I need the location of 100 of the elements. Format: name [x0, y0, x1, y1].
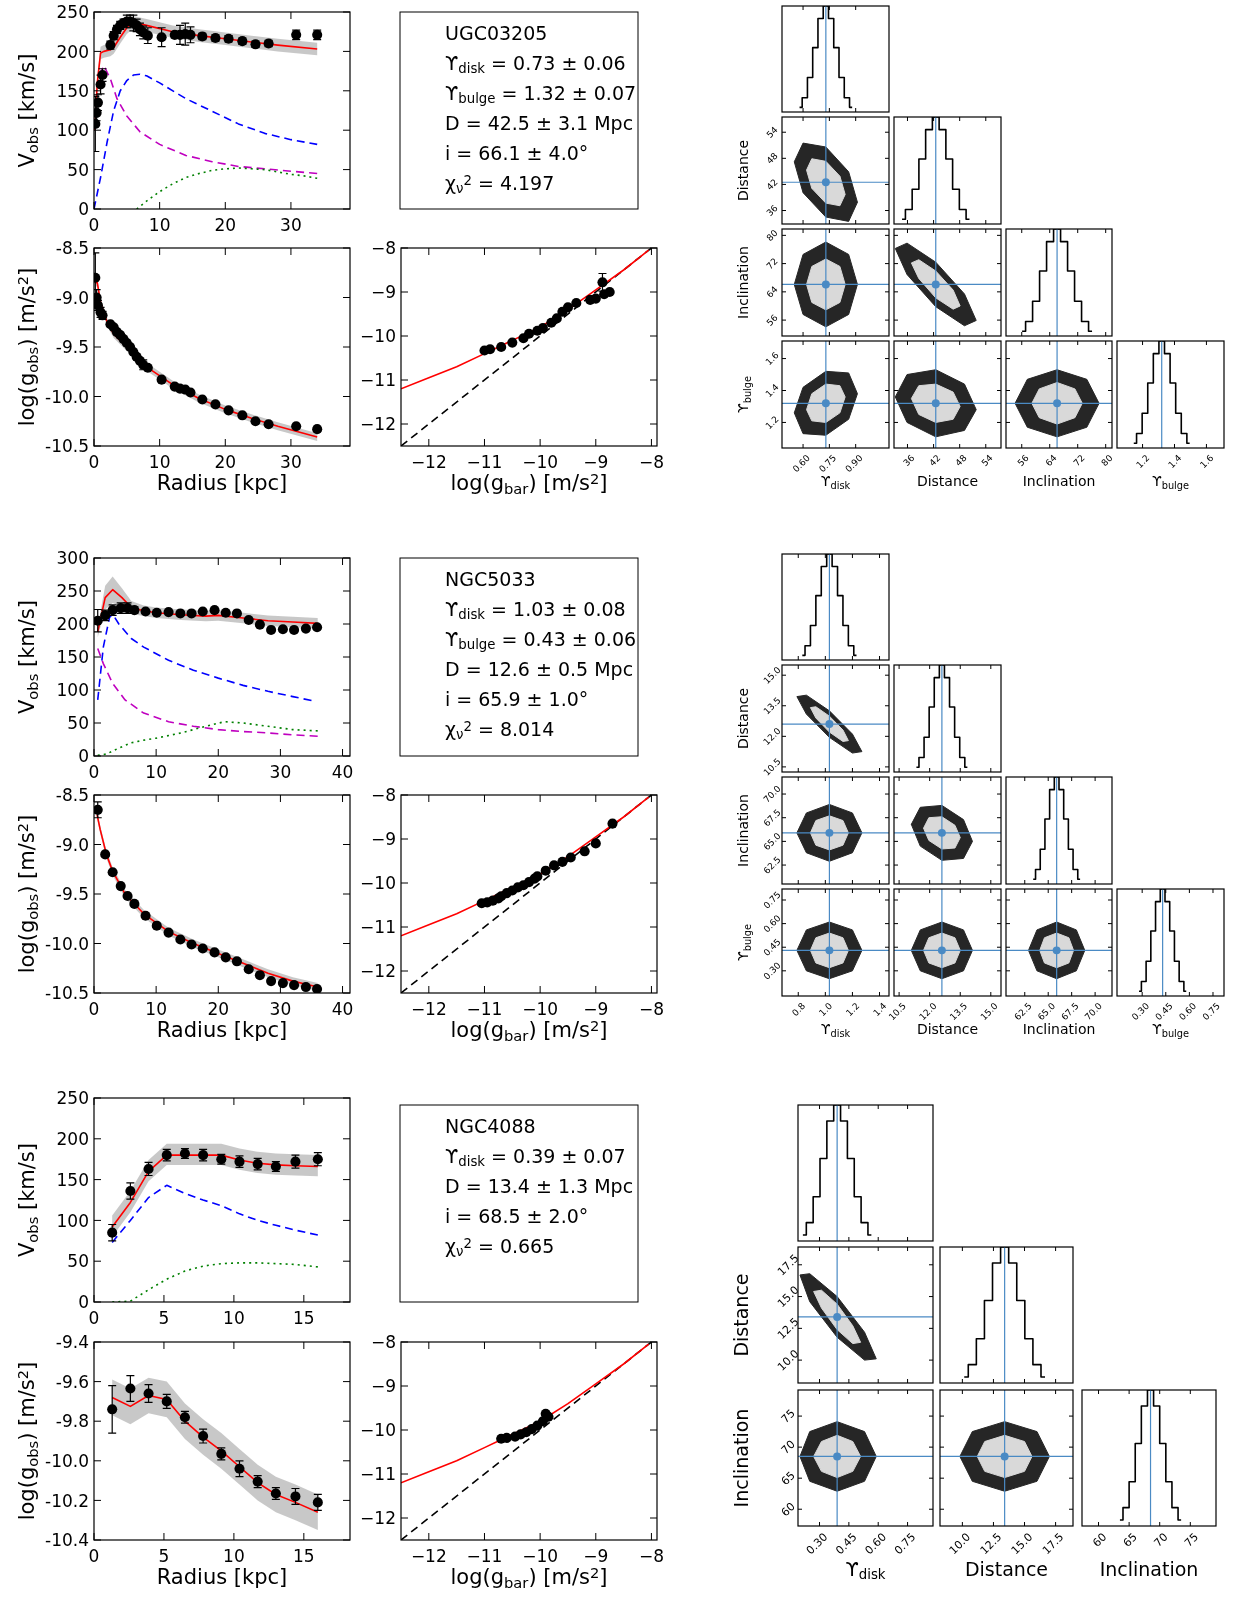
x-axis-title: log(g$_{bar}$) [m/s$^{2}$]	[450, 470, 608, 497]
y-tick-label: 100	[56, 1210, 89, 1231]
x-tick-label: 75	[1181, 1530, 1202, 1550]
y-tick-label: -10.0	[45, 933, 89, 954]
y-tick-label: 200	[56, 1128, 89, 1149]
y-tick-label: 64	[764, 284, 780, 300]
text: D = 42.5 ± 3.1 Mpc	[445, 112, 634, 134]
x-tick-label: 56	[1015, 452, 1031, 469]
text: χ$_{ν}$$^{2}$ = 4.197	[445, 172, 555, 197]
text: NGC5033	[445, 568, 536, 590]
y-tick-label: 50	[67, 159, 89, 180]
x-tick-label: −8	[638, 452, 664, 472]
x-tick-label: −12	[410, 1546, 447, 1566]
y-tick-label: −11	[360, 917, 396, 938]
x-tick-label: −8	[638, 1546, 664, 1566]
y-tick-label: 0	[78, 1292, 89, 1313]
x-tick-label: 1.4	[1166, 452, 1184, 471]
y-tick-label: −11	[360, 370, 396, 391]
x-tick-label: −9	[583, 1546, 609, 1566]
x-tick-label: −10	[522, 1546, 559, 1566]
y-tick-label: -9.0	[55, 834, 89, 855]
x-tick-label: 65	[1120, 1530, 1140, 1550]
y-tick-label: 48	[764, 150, 780, 167]
x-tick-label: −11	[466, 1546, 503, 1566]
x-axis-title: ϒ$_{bulge}$	[1151, 1021, 1190, 1039]
y-tick-label: −10	[360, 326, 396, 347]
text: ϒ$_{bulge}$ = 0.43 ± 0.06	[445, 628, 637, 653]
text: ϒ$_{disk}$ = 1.03 ± 0.08	[445, 598, 626, 623]
x-tick-label: 10	[148, 215, 171, 235]
y-tick-label: −9	[370, 829, 396, 850]
text: ϒ$_{disk}$ = 0.39 ± 0.07	[445, 1145, 626, 1170]
x-tick-label: 72	[1071, 452, 1087, 469]
y-tick-label: 150	[56, 80, 89, 101]
text: i = 65.9 ± 1.0°	[445, 688, 589, 710]
x-tick-label: −12	[410, 999, 447, 1019]
x-axis-title: Inclination	[1099, 1558, 1199, 1580]
x-tick-label: 54	[979, 452, 995, 469]
x-tick-label: 15	[293, 1308, 315, 1328]
y-tick-label: -10.2	[45, 1490, 89, 1511]
x-axis-title: log(g$_{bar}$) [m/s$^{2}$]	[450, 1017, 608, 1044]
y-tick-label: 100	[56, 120, 89, 141]
y-tick-label: −11	[360, 1464, 396, 1485]
x-tick-label: 1.2	[844, 1000, 862, 1019]
x-tick-label: 30	[269, 999, 292, 1019]
x-axis-title: Radius [kpc]	[156, 471, 288, 495]
y-tick-label: 50	[67, 713, 89, 734]
y-tick-label: 72	[764, 256, 780, 272]
x-tick-label: 1.2	[1134, 452, 1152, 471]
text: ϒ$_{bulge}$ = 1.32 ± 0.07	[445, 82, 637, 107]
x-tick-label: 5	[158, 1546, 170, 1566]
y-tick-label: -9.4	[55, 1332, 89, 1353]
x-tick-label: 48	[953, 452, 969, 469]
text: UGC03205	[445, 22, 548, 44]
x-tick-label: 10	[223, 1308, 245, 1328]
y-tick-label: -9.0	[55, 287, 89, 308]
x-tick-label: 5	[158, 1308, 170, 1328]
x-axis-title: Distance	[916, 1021, 979, 1037]
x-axis-title: Distance	[964, 1558, 1049, 1580]
x-tick-label: 64	[1043, 452, 1059, 469]
y-tick-label: −8	[370, 1332, 396, 1353]
x-tick-label: 10	[148, 452, 171, 472]
x-tick-label: 10	[145, 762, 167, 782]
x-tick-label: 15	[293, 1546, 315, 1566]
y-tick-label: -9.6	[55, 1371, 89, 1392]
x-tick-label: 1.6	[1198, 452, 1216, 471]
x-tick-label: 70	[1151, 1530, 1171, 1550]
x-tick-label: 30	[269, 762, 292, 782]
x-tick-label: −11	[466, 999, 503, 1019]
x-axis-title: Radius [kpc]	[156, 1565, 288, 1589]
y-axis-title: Distance	[735, 687, 751, 750]
y-tick-label: -8.5	[55, 238, 89, 259]
y-axis-title: Distance	[735, 139, 751, 202]
y-tick-label: 75	[778, 1406, 798, 1426]
y-tick-label: 36	[764, 202, 780, 219]
x-tick-label: −9	[583, 999, 609, 1019]
text: D = 12.6 ± 0.5 Mpc	[445, 658, 634, 680]
y-tick-label: 70	[778, 1437, 798, 1457]
y-tick-label: -9.5	[55, 884, 89, 905]
x-axis-title: ϒ$_{disk}$	[845, 1558, 886, 1583]
x-tick-label: 20	[214, 215, 237, 235]
text: χ$_{ν}$$^{2}$ = 0.665	[445, 1235, 555, 1260]
x-tick-label: 20	[214, 452, 237, 472]
x-axis-title: log(g$_{bar}$) [m/s$^{2}$]	[450, 1564, 608, 1591]
y-tick-label: −10	[360, 873, 396, 894]
x-tick-label: −10	[522, 999, 559, 1019]
y-tick-label: 56	[764, 312, 780, 328]
x-tick-label: −10	[522, 452, 559, 472]
y-tick-label: -10.5	[45, 983, 89, 1004]
x-tick-label: 1.4	[871, 1000, 889, 1019]
text: ϒ$_{disk}$ = 0.73 ± 0.06	[445, 52, 626, 77]
x-tick-label: −11	[466, 452, 503, 472]
x-tick-label: −8	[638, 999, 664, 1019]
y-tick-label: −8	[370, 238, 396, 259]
x-tick-label: 40	[331, 762, 354, 782]
y-tick-label: 1.6	[763, 349, 781, 368]
y-tick-label: -9.5	[55, 337, 89, 358]
y-tick-label: 60	[778, 1499, 798, 1520]
x-axis-title: Radius [kpc]	[156, 1018, 288, 1042]
y-tick-label: 65	[778, 1468, 798, 1488]
x-tick-label: 42	[927, 452, 943, 469]
